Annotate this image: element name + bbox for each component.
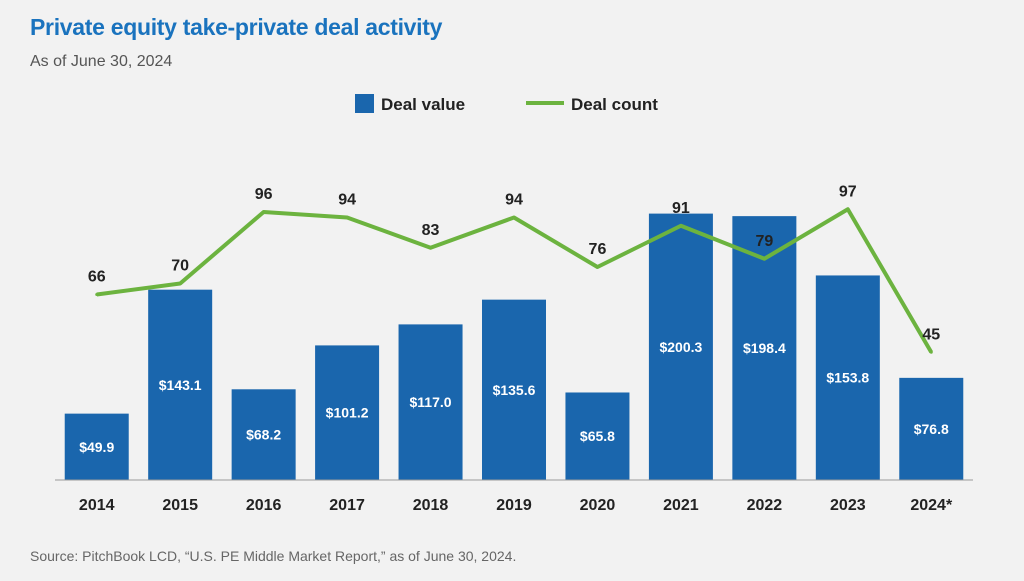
bar-value-label-2023: $153.8 bbox=[826, 370, 869, 386]
bar-2020 bbox=[565, 392, 630, 480]
x-tick-label-2022: 2022 bbox=[747, 497, 783, 514]
bar-value-label-2019: $135.6 bbox=[493, 382, 536, 398]
bar-2017 bbox=[315, 345, 380, 480]
x-tick-label-2019: 2019 bbox=[496, 497, 532, 514]
legend-swatch-deal-value bbox=[355, 94, 374, 113]
deal-count-point-2016 bbox=[262, 210, 266, 214]
bar-2023 bbox=[815, 275, 880, 480]
source-note: Source: PitchBook LCD, “U.S. PE Middle M… bbox=[30, 548, 517, 564]
chart-subtitle: As of June 30, 2024 bbox=[30, 53, 173, 70]
legend-label-deal-count: Deal count bbox=[571, 95, 658, 114]
deal-count-label-2022: 79 bbox=[755, 233, 773, 250]
bar-2015 bbox=[148, 289, 213, 480]
x-tick-label-2018: 2018 bbox=[413, 497, 449, 514]
bar-value-label-2016: $68.2 bbox=[246, 427, 281, 443]
x-tick-label-2021: 2021 bbox=[663, 497, 699, 514]
deal-count-point-2020 bbox=[595, 265, 599, 269]
legend: Deal value Deal count bbox=[355, 94, 658, 114]
deal-count-label-2017: 94 bbox=[338, 192, 356, 209]
x-tick-label-2023: 2023 bbox=[830, 497, 866, 514]
deal-count-point-2019 bbox=[512, 216, 516, 219]
x-tick-label-2015: 2015 bbox=[162, 497, 198, 514]
deal-count-label-2018: 83 bbox=[422, 222, 440, 239]
x-axis: 2014 2015 2016 2017 2018 2019 2020 2021 2022 2023… bbox=[55, 479, 973, 514]
deal-count-label-2021: 91 bbox=[672, 200, 690, 217]
bar-value-label-2018: $117.0 bbox=[410, 394, 452, 410]
bar-2014 bbox=[64, 413, 129, 480]
deal-count-label-2015: 70 bbox=[171, 258, 189, 275]
bar-value-label-2024*: $76.8 bbox=[914, 421, 949, 437]
x-tick-label-2014: 2014 bbox=[79, 497, 115, 514]
bar-value-label-2021: $200.3 bbox=[659, 339, 702, 355]
deal-count-point-2018 bbox=[429, 246, 433, 250]
deal-count-label-2016: 96 bbox=[255, 186, 273, 203]
deal-count-point-2015 bbox=[178, 282, 182, 285]
bar-2021 bbox=[648, 213, 713, 480]
deal-count-point-2017 bbox=[345, 216, 349, 219]
deal-count-point-2021 bbox=[679, 224, 683, 228]
x-tick-label-2020: 2020 bbox=[580, 497, 616, 514]
deal-count-point-2022 bbox=[762, 257, 766, 261]
deal-count-label-2019: 94 bbox=[505, 192, 523, 209]
bar-value-label-2017: $101.2 bbox=[326, 405, 369, 421]
bar-2024* bbox=[899, 377, 964, 480]
bar-series-deal-value: $49.9 $143.1 $68.2 $101.2 $117.0 $135.6 $65.8 $… bbox=[64, 213, 964, 481]
x-tick-label-2017: 2017 bbox=[329, 497, 365, 514]
x-tick-label-2024*: 2024* bbox=[910, 497, 953, 514]
deal-count-point-2014 bbox=[95, 293, 99, 296]
line-series-deal-count: 66 70 96 94 83 94 76 91 79 97 45 bbox=[88, 183, 940, 354]
bar-value-label-2015: $143.1 bbox=[159, 377, 202, 393]
deal-count-label-2023: 97 bbox=[839, 183, 857, 200]
bar-value-label-2020: $65.8 bbox=[580, 428, 615, 444]
deal-count-label-2014: 66 bbox=[88, 269, 106, 286]
bar-2019 bbox=[482, 299, 546, 480]
x-tick-label-2016: 2016 bbox=[246, 497, 282, 514]
deal-count-label-2024*: 45 bbox=[922, 326, 940, 343]
chart-title: Private equity take-private deal activit… bbox=[30, 14, 443, 40]
deal-count-label-2020: 76 bbox=[589, 241, 607, 258]
bar-2018 bbox=[398, 324, 463, 480]
deal-count-point-2024* bbox=[929, 350, 933, 354]
legend-label-deal-value: Deal value bbox=[381, 95, 465, 114]
deal-count-point-2023 bbox=[846, 207, 850, 211]
bar-value-label-2022: $198.4 bbox=[743, 340, 786, 356]
bar-value-label-2014: $49.9 bbox=[79, 439, 114, 455]
bar-2016 bbox=[231, 389, 296, 480]
